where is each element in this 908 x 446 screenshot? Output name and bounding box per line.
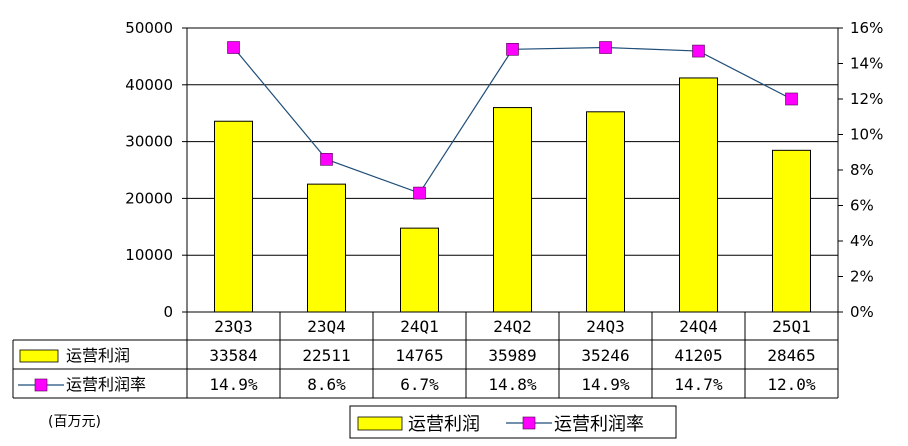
bar — [772, 149, 811, 313]
right-tick-label: 10% — [850, 126, 883, 144]
bars — [214, 77, 811, 313]
margin-point — [227, 41, 240, 54]
data-table: 23Q3 23Q4 24Q1 24Q2 24Q3 24Q4 25Q1 运营利润 33584 225… — [12, 311, 839, 399]
left-tick-label: 50000 — [125, 19, 173, 37]
unit-label: (百万元) — [48, 414, 101, 430]
table-value-profit: 14765 — [395, 346, 443, 365]
table-value-margin: 6.7% — [400, 375, 439, 394]
margin-point — [413, 186, 426, 200]
legend-label-margin: 运营利润率 — [554, 414, 644, 435]
table-value-profit: 35989 — [488, 346, 536, 365]
table-value-margin: 14.8% — [488, 375, 537, 394]
table-line-legend-marker — [34, 378, 48, 392]
category-label: 24Q3 — [586, 317, 625, 336]
left-tick-label: 20000 — [125, 189, 173, 207]
left-tick-label: 10000 — [125, 246, 173, 264]
left-axis-ticks: 0 10000 20000 30000 40000 50000 — [125, 19, 187, 321]
bar — [586, 111, 625, 313]
table-value-margin: 12.0% — [767, 375, 816, 394]
category-label: 23Q3 — [214, 317, 253, 336]
table-value-profit: 41205 — [674, 346, 722, 365]
right-axis-ticks: 0% 2% 4% 6% 8% 10% 12% 14% 16% — [838, 19, 883, 321]
margin-point — [320, 153, 333, 166]
table-value-profit: 28465 — [767, 346, 815, 365]
bar — [400, 227, 439, 313]
bar — [679, 77, 718, 313]
legend-box — [349, 405, 677, 439]
category-label: 24Q4 — [679, 317, 718, 336]
table-row-label-profit: 运营利润 — [66, 346, 130, 365]
table-value-profit: 33584 — [209, 346, 257, 365]
legend-bar-key — [357, 416, 403, 431]
left-tick-label: 0 — [163, 303, 173, 321]
bar — [493, 107, 532, 313]
table-value-margin: 14.7% — [674, 375, 723, 394]
right-tick-label: 2% — [850, 268, 874, 286]
category-label: 24Q2 — [493, 317, 532, 336]
margin-point — [785, 92, 798, 106]
legend: 运营利润 运营利润率 — [349, 405, 677, 439]
right-tick-label: 12% — [850, 90, 883, 108]
legend-line-marker — [522, 416, 536, 430]
margin-point — [506, 42, 519, 56]
left-tick-label: 30000 — [125, 133, 173, 151]
table-row-label-margin: 运营利润率 — [66, 375, 146, 394]
table-value-profit: 22511 — [302, 346, 350, 365]
right-tick-label: 8% — [850, 161, 874, 179]
margin-point — [599, 41, 612, 54]
right-tick-label: 6% — [850, 197, 874, 215]
category-label: 25Q1 — [772, 317, 811, 336]
right-tick-label: 16% — [850, 19, 883, 37]
category-label: 23Q4 — [307, 317, 346, 336]
category-label: 24Q1 — [400, 317, 439, 336]
table-value-margin: 8.6% — [307, 375, 346, 394]
bar — [307, 183, 346, 313]
right-tick-label: 4% — [850, 232, 874, 250]
line-series — [227, 41, 798, 200]
table-value-margin: 14.9% — [581, 375, 630, 394]
left-tick-label: 40000 — [125, 76, 173, 94]
table-value-profit: 35246 — [581, 346, 629, 365]
margin-point — [692, 44, 705, 58]
bar — [214, 120, 253, 313]
table-bar-legend-key — [19, 349, 59, 363]
right-tick-label: 14% — [850, 55, 883, 73]
legend-label-profit: 运营利润 — [408, 414, 480, 435]
right-tick-label: 0% — [850, 303, 874, 321]
table-value-margin: 14.9% — [209, 375, 258, 394]
